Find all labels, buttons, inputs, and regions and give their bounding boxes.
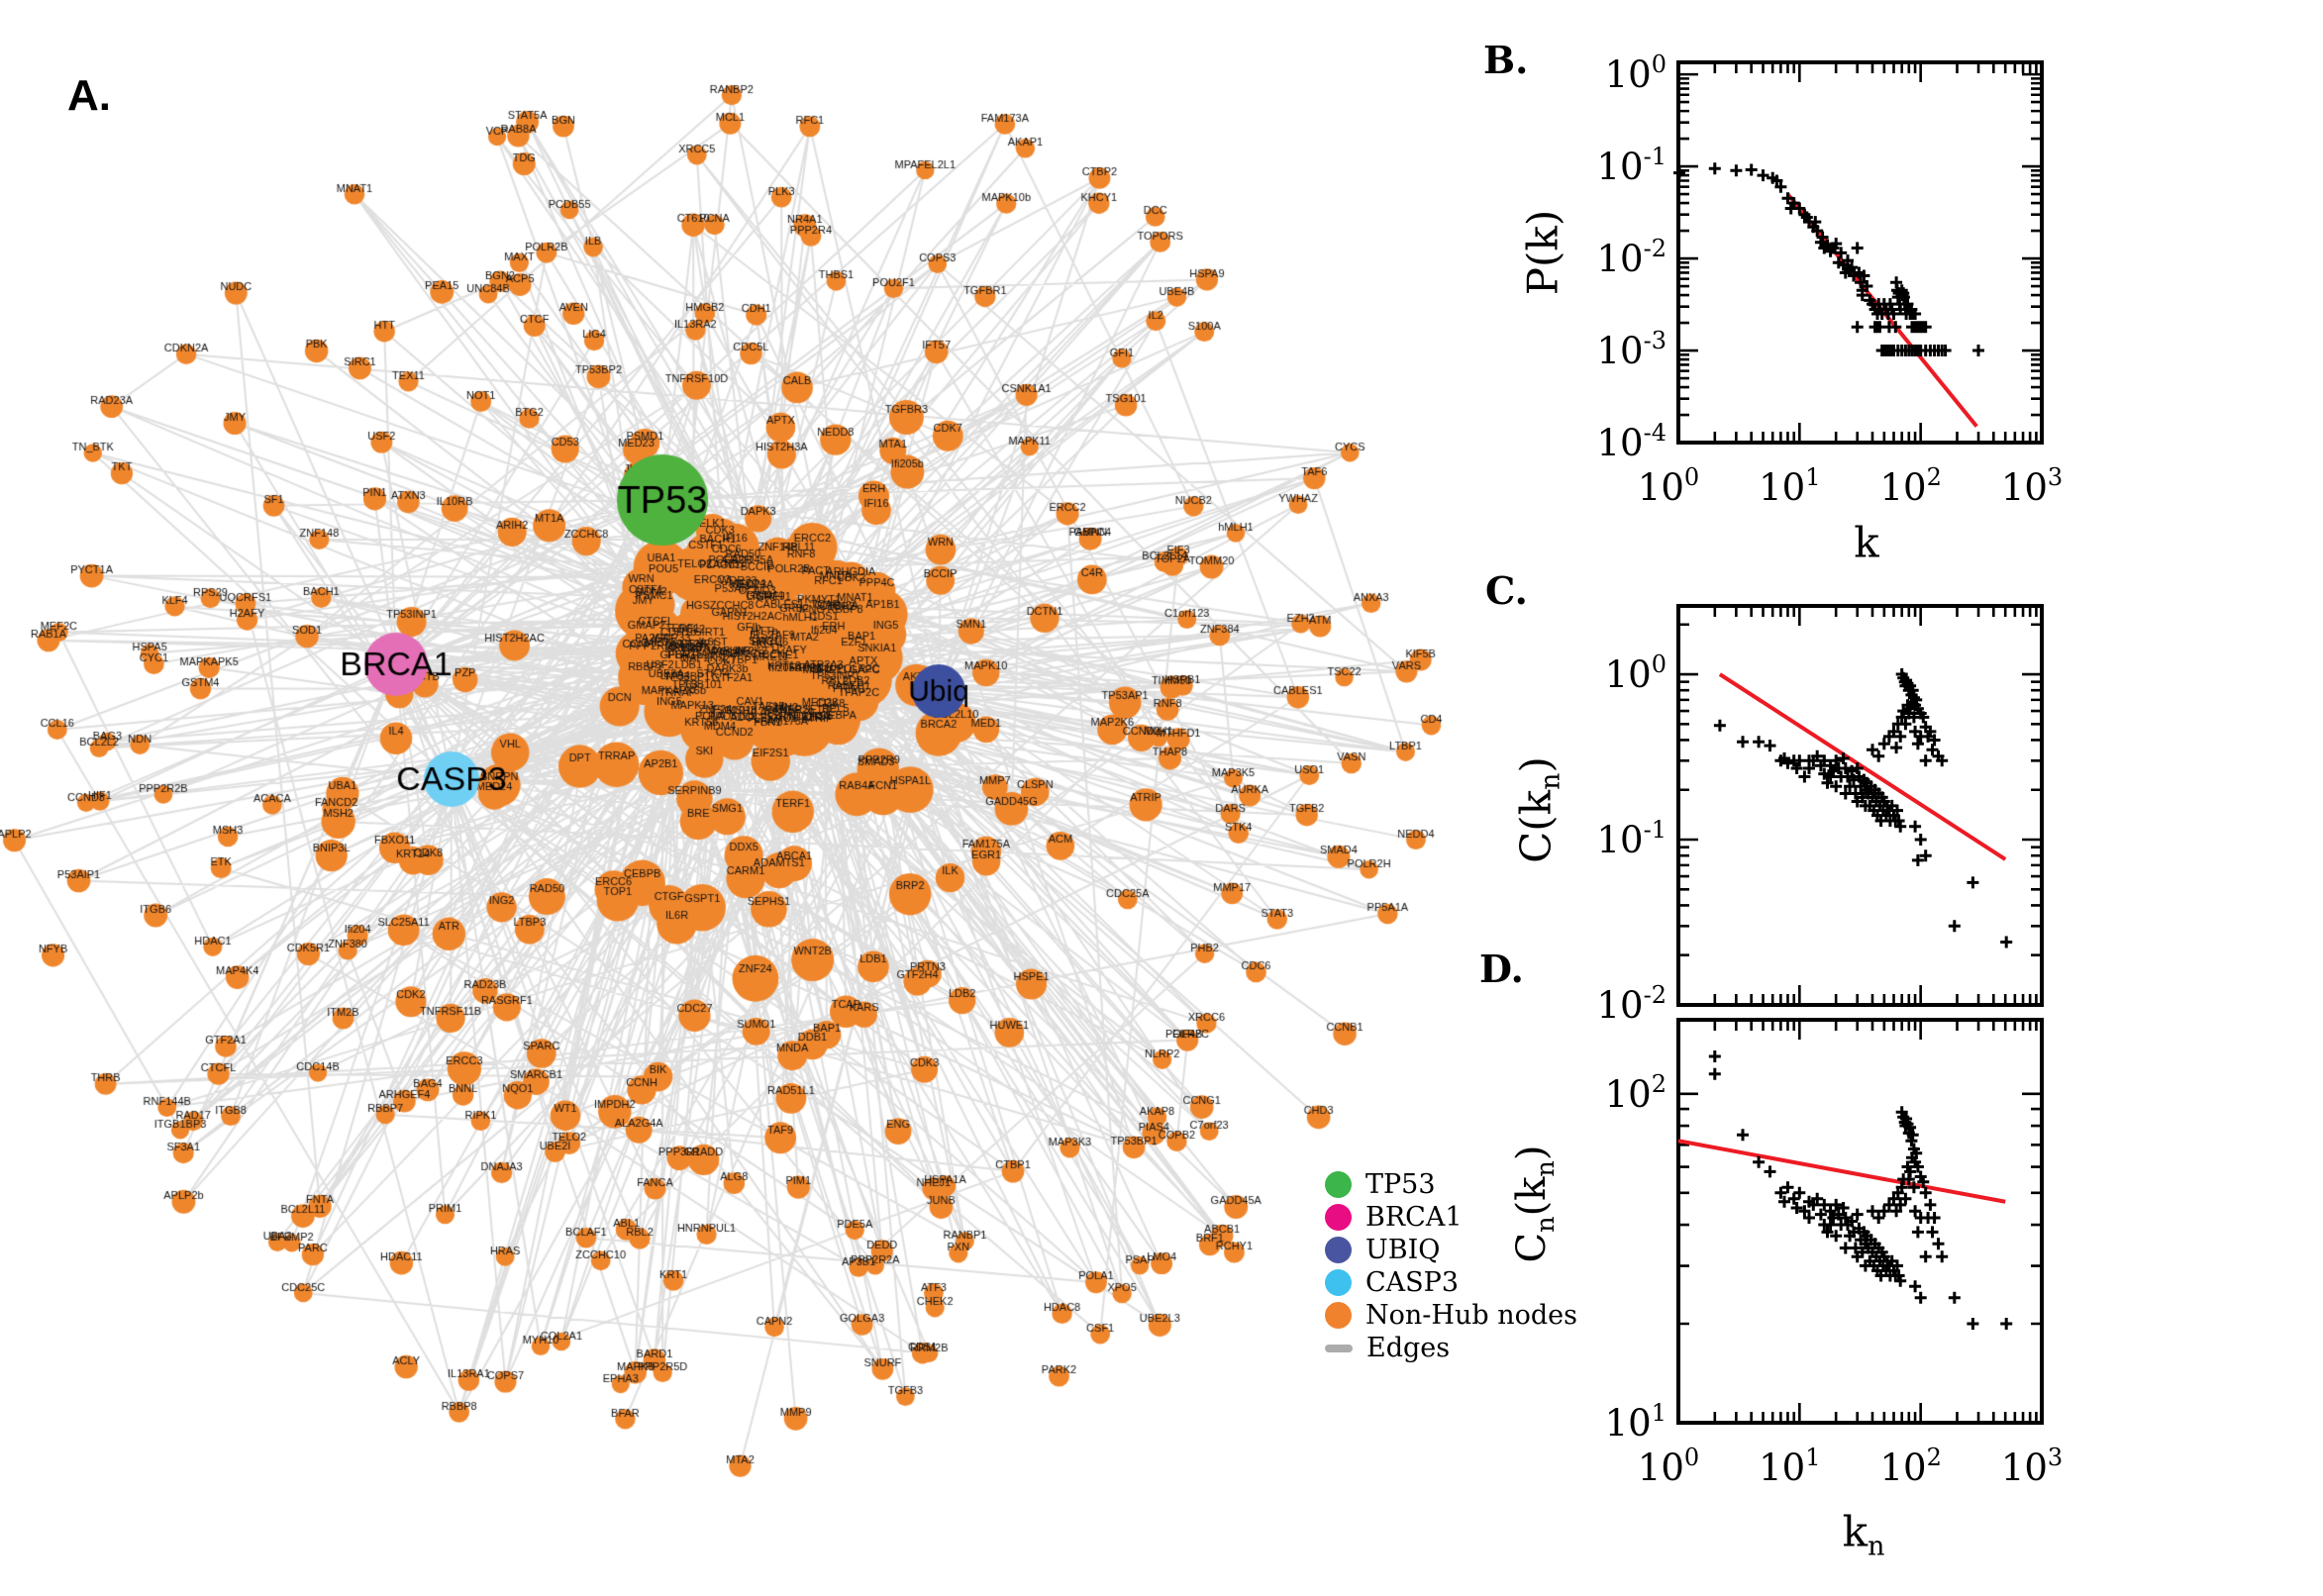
legend-item-label: BRCA1: [1365, 1202, 1463, 1233]
tick-label: 102: [1605, 1070, 1666, 1116]
legend-item-label: CASP3: [1365, 1267, 1459, 1298]
tick-label: 102: [1879, 1444, 1941, 1489]
tick-label: 103: [2001, 1444, 2063, 1489]
legend-node-swatch: [1325, 1269, 1352, 1296]
network-legend: TP53 BRCA1 UBIQ CASP3 Non-Hub nodes Edges: [1325, 1168, 1577, 1364]
power-law-fit-line: [1785, 192, 1978, 428]
tick-label: 10-4: [1597, 419, 1666, 464]
legend-item: UBIQ: [1325, 1234, 1577, 1266]
tick-label: 100: [1638, 463, 1699, 509]
legend-edge-swatch: [1325, 1344, 1353, 1352]
tick-label: 101: [1759, 463, 1820, 509]
legend-node-swatch: [1325, 1237, 1352, 1263]
tick-label: 10-2: [1597, 981, 1666, 1027]
tick-label: 102: [1879, 463, 1941, 509]
legend-item-label: UBIQ: [1365, 1235, 1441, 1265]
legend-item-label: Edges: [1366, 1333, 1451, 1363]
axis-label-ckn: C(kn): [1511, 756, 1566, 863]
tick-label: 10-2: [1597, 235, 1666, 280]
scatter-points: [1673, 162, 1984, 356]
tick-label: 101: [1605, 1399, 1666, 1445]
tick-label: 101: [1759, 1444, 1820, 1489]
panel-a-label: A.: [67, 71, 111, 120]
tick-label: 10-1: [1597, 143, 1666, 188]
axis-label-kn: kn: [1842, 1507, 1885, 1562]
axis-label-pk: P(k): [1518, 209, 1567, 296]
axis-ticks: [1676, 1020, 2044, 1425]
tick-label: 100: [1638, 1444, 1699, 1489]
axis-ticks: [1676, 606, 2044, 1007]
legend-item-label: Non-Hub nodes: [1365, 1300, 1577, 1331]
legend-item: CASP3: [1325, 1266, 1577, 1299]
tick-label: 10-3: [1597, 327, 1666, 372]
panel-b-label: B.: [1483, 38, 1529, 82]
tick-label: 103: [2001, 463, 2063, 509]
legend-node-swatch: [1325, 1171, 1352, 1198]
legend-item: TP53: [1325, 1168, 1577, 1201]
panel-d-label: D.: [1479, 947, 1524, 991]
tick-label: 100: [1605, 650, 1666, 696]
tick-label: 10-1: [1597, 816, 1666, 861]
legend-node-swatch: [1325, 1302, 1352, 1329]
panel-c-label: C.: [1485, 568, 1528, 613]
protein-interaction-network: [0, 0, 1485, 1596]
axis-ticks: [1676, 62, 2044, 445]
legend-item-label: TP53: [1365, 1169, 1436, 1200]
legend-item: Non-Hub nodes: [1325, 1299, 1577, 1332]
legend-item: Edges: [1325, 1332, 1577, 1364]
legend-item: BRCA1: [1325, 1201, 1577, 1234]
plot-panel-C: 100 10-1 10-2: [1597, 604, 2044, 1027]
power-law-fit-line: [1718, 672, 2007, 861]
axis-label-k: k: [1854, 518, 1879, 567]
power-law-fit-line: [1677, 1139, 2006, 1204]
scatter-points: [1708, 1050, 2013, 1330]
tick-label: 100: [1605, 50, 1666, 96]
scatter-points: [1713, 668, 2013, 948]
legend-node-swatch: [1325, 1204, 1352, 1231]
